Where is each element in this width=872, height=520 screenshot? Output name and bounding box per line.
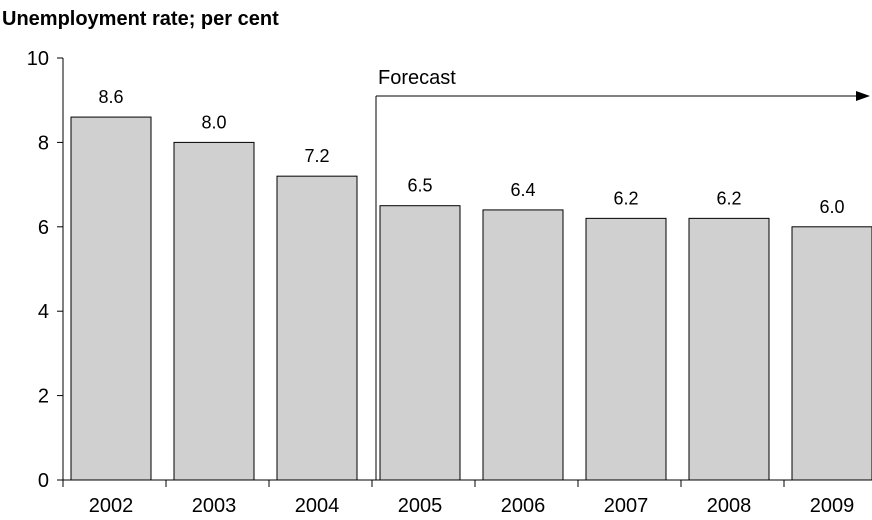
bar [70,116,152,481]
y-tick-label: 10 [27,48,49,70]
x-tick-label: 2003 [192,495,237,517]
x-tick-label: 2007 [604,495,649,517]
y-axis: 0 2 4 6 8 10 [27,48,64,492]
bar [791,226,872,481]
forecast-label: Forecast [378,67,456,89]
data-label: 8.0 [201,112,226,132]
x-tick-label: 2004 [295,495,340,517]
bar [482,209,564,481]
x-tick-label: 2006 [501,495,546,517]
x-tick-label: 2008 [707,495,752,517]
data-label: 6.2 [613,188,638,208]
chart-title: Unemployment rate; per cent [2,8,279,30]
data-label: 6.0 [819,197,844,217]
data-label: 6.5 [407,176,432,196]
bar [276,175,358,481]
x-tick-label: 2009 [810,495,855,517]
data-label: 8.6 [98,87,123,107]
y-tick-label: 6 [38,217,49,239]
y-tick-label: 4 [38,301,49,323]
y-tick-label: 8 [38,132,49,154]
forecast-annotation: Forecast [375,67,870,480]
x-tick-label: 2002 [89,495,134,517]
data-labels: 8.6 8.0 7.2 6.5 6.4 6.2 6.2 6.0 [98,87,844,217]
bar [173,141,255,481]
bar [688,217,770,481]
data-label: 6.2 [716,188,741,208]
bar [585,217,667,481]
y-tick-label: 2 [38,386,49,408]
x-axis: 2002 2003 2004 2005 2006 2007 2008 2009 [62,479,872,517]
forecast-arrow-head [856,91,870,101]
x-tick-label: 2005 [398,495,443,517]
bars [70,116,872,481]
data-label: 6.4 [510,180,535,200]
y-tick-label: 0 [38,470,49,492]
data-label: 7.2 [304,146,329,166]
bar [379,205,461,481]
